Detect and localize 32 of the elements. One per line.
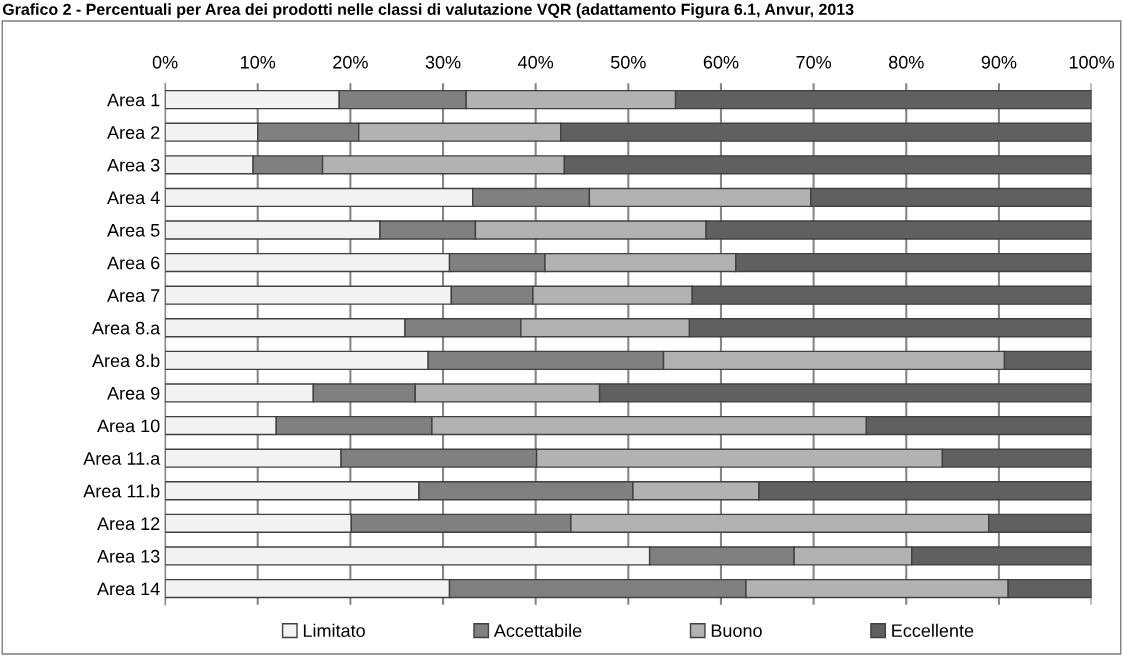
- y-tick-label: Area 11.a: [83, 452, 161, 465]
- y-tick-label: Area 3: [107, 158, 160, 172]
- legend-label: Accettabile: [493, 623, 582, 638]
- x-tick-label: 0%: [152, 55, 178, 69]
- y-tick-label: Area 9: [107, 386, 160, 400]
- y-tick-label: Area 1: [107, 93, 160, 107]
- x-tick-label: 90%: [981, 55, 1017, 69]
- y-tick-label: Area 13: [97, 549, 160, 563]
- legend-label: Eccellente: [892, 623, 974, 638]
- x-tick-label: 100%: [1069, 55, 1114, 69]
- chart-title: Grafico 2 - Percentuali per Area dei prodotti nelle classi di valutazione VQR (adattamento Figura 6.1, Anvur, 2013: [2, 3, 854, 19]
- x-tick-label: 40%: [518, 55, 554, 69]
- y-tick-label: Area 10: [97, 419, 160, 433]
- y-tick-label: Area 8.a: [92, 321, 161, 335]
- x-tick-label: 70%: [796, 55, 832, 69]
- y-tick-label: Area 8.b: [92, 353, 160, 368]
- x-tick-label: 60%: [703, 55, 739, 69]
- x-tick-label: 50%: [610, 55, 646, 69]
- legend-label: Limitato: [303, 623, 365, 638]
- y-tick-label: Area 5: [107, 224, 160, 237]
- y-tick-label: Area 4: [107, 191, 160, 205]
- y-tick-label: Area 12: [97, 517, 160, 531]
- y-tick-label: Area 14: [97, 582, 160, 596]
- y-tick-label: Area 7: [107, 289, 160, 302]
- x-tick-label: 30%: [425, 55, 461, 69]
- x-tick-label: 10%: [241, 55, 276, 69]
- x-tick-label: 80%: [888, 55, 924, 69]
- y-tick-label: Area 2: [107, 126, 160, 139]
- y-tick-label: Area 6: [107, 256, 160, 270]
- y-tick-label: Area 11.b: [83, 484, 160, 498]
- legend-label: Buono: [711, 624, 762, 638]
- x-tick-label: 20%: [333, 55, 368, 69]
